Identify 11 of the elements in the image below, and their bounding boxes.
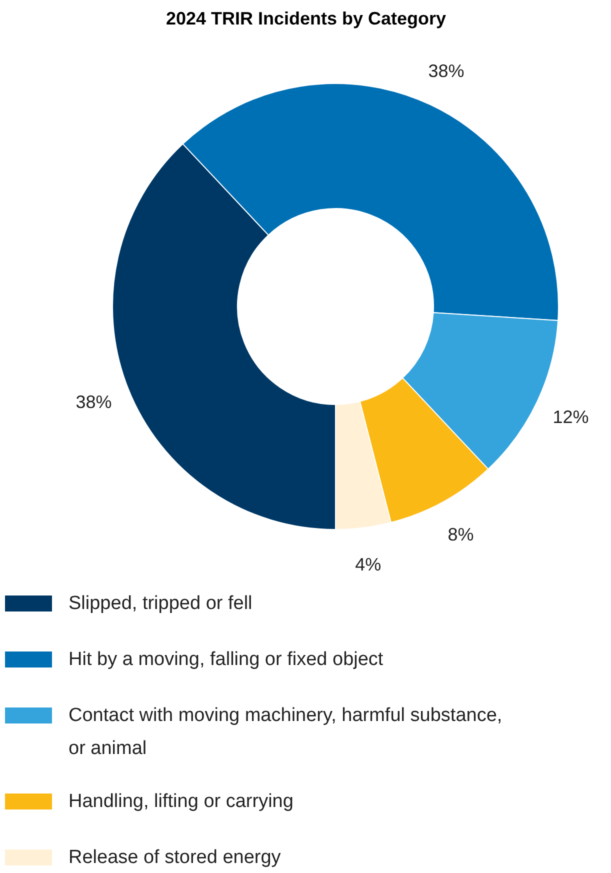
- data-label: 38%: [428, 61, 464, 82]
- data-label: 8%: [448, 524, 474, 544]
- legend-label: Contact with moving machinery, harmful substance, or animal: [68, 705, 502, 759]
- legend-label: Release of stored energy: [68, 847, 282, 868]
- data-label: 12%: [552, 407, 589, 428]
- legend-label: Handling, lifting or carrying: [68, 791, 294, 812]
- legend-label: Slipped, tripped or fell: [68, 593, 252, 614]
- data-label: 38%: [76, 392, 112, 412]
- chart-title: 2024 TRIR Incidents by Category: [166, 8, 446, 28]
- legend-label: Hit by a moving, falling or fixed object: [68, 649, 384, 670]
- data-label: 4%: [355, 554, 382, 574]
